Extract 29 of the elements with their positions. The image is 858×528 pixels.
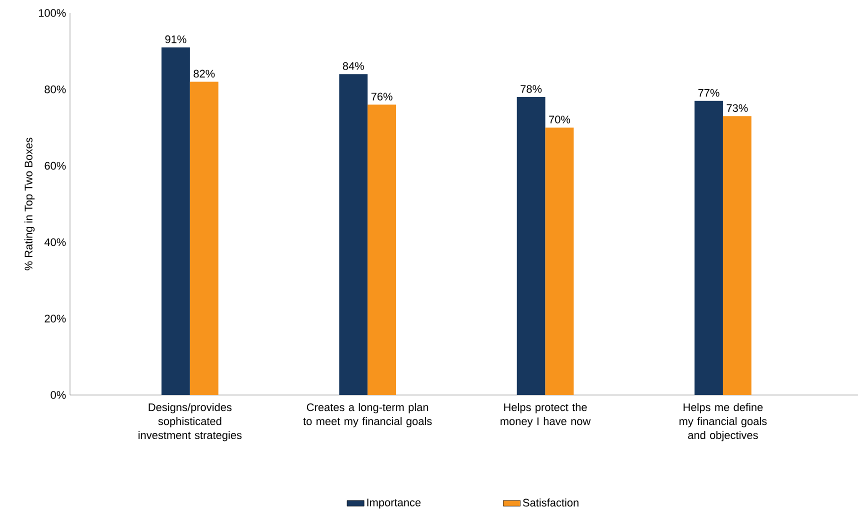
y-axis-title: % Rating in Top Two Boxes	[24, 138, 35, 270]
bar	[545, 128, 574, 395]
data-label: 91%	[165, 35, 186, 44]
bar	[339, 74, 368, 395]
bar	[190, 82, 218, 395]
bar	[694, 100, 723, 395]
x-tick-label: Designs/provides sophisticated investment strategies	[138, 403, 242, 442]
legend-label: Importance	[367, 498, 421, 509]
bar	[162, 47, 190, 395]
y-tick-label: 40%	[44, 238, 66, 246]
data-label: 78%	[520, 85, 542, 93]
data-label: 84%	[342, 62, 364, 70]
data-label: 70%	[549, 116, 570, 124]
bar	[516, 97, 546, 395]
data-label: 76%	[371, 92, 392, 100]
legend-label: Satisfaction	[522, 498, 578, 507]
y-tick-label: 100%	[38, 9, 66, 17]
y-tick-label: 0%	[50, 391, 66, 399]
x-tick-label: Helps me define my financial goals and objectives	[680, 403, 767, 442]
x-tick-label: Helps protect the money I have now	[500, 403, 591, 428]
data-label: 82%	[194, 70, 215, 78]
y-tick-label: 20%	[44, 314, 66, 322]
data-label: 77%	[698, 89, 720, 97]
data-label: 73%	[726, 104, 748, 112]
bar	[368, 104, 396, 395]
y-tick-label: 60%	[44, 162, 66, 170]
bar	[722, 116, 752, 395]
y-tick-label: 80%	[44, 86, 66, 94]
x-tick-label: Creates a long-term plan to meet my financial goals	[303, 403, 432, 428]
